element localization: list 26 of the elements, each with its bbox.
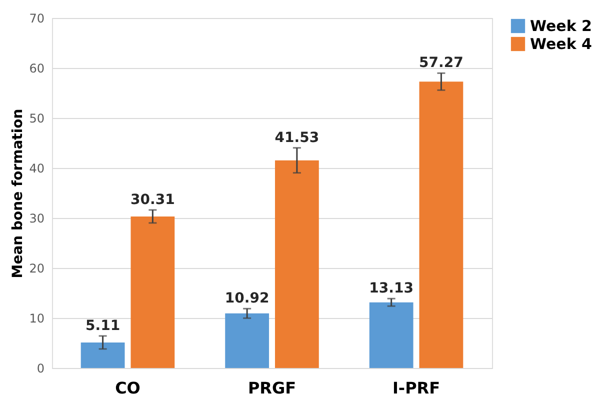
bar [419, 82, 464, 368]
y-tick-label: 70 [29, 12, 44, 26]
y-tick-label: 20 [29, 262, 44, 276]
data-label: 30.31 [130, 192, 175, 208]
data-label: 5.11 [86, 318, 120, 334]
y-tick-label: 40 [29, 162, 44, 176]
bar [369, 302, 414, 368]
y-tick-label: 0 [36, 362, 44, 376]
x-tick-label: CO [115, 378, 140, 398]
data-label: 13.13 [369, 280, 414, 297]
bar [80, 342, 125, 368]
y-axis-title: Mean bone formation [10, 108, 26, 278]
bar [130, 216, 175, 368]
data-label: 10.92 [224, 290, 270, 307]
bar [225, 313, 270, 368]
y-tick-label: 60 [29, 62, 44, 76]
y-tick-label: 50 [29, 112, 44, 126]
legend-label: Week 2 [530, 17, 592, 35]
y-tick-label: 30 [29, 212, 44, 226]
data-label: 57.27 [419, 55, 464, 72]
y-tick-label: 10 [29, 312, 44, 326]
legend-label: Week 4 [530, 35, 592, 53]
x-tick-label: PRGF [248, 378, 296, 398]
data-label: 41.53 [274, 130, 320, 146]
x-tick-label: I-PRF [392, 378, 440, 398]
bar [274, 160, 319, 368]
